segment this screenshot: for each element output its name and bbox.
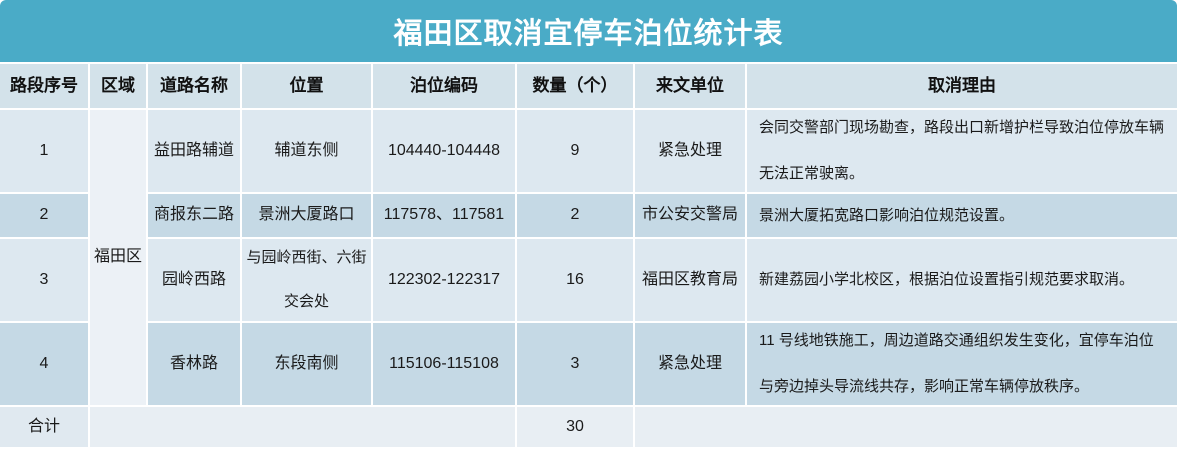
cell-seq: 1 [0,110,88,192]
cell-location: 辅道东侧 [242,110,371,192]
cell-reason: 景洲大厦拓宽路口影响泊位规范设置。 [747,194,1177,237]
cell-code: 104440-104448 [373,110,515,192]
total-label-cell: 合计 [0,407,88,447]
total-empty-cell [90,407,515,447]
cell-road: 香林路 [148,323,240,405]
column-header-seq: 路段序号 [0,64,88,108]
column-header-unit: 来文单位 [635,64,745,108]
cell-qty: 3 [517,323,633,405]
title-bar: 福田区取消宜停车泊位统计表 [0,0,1177,62]
cell-unit: 福田区教育局 [635,239,745,321]
page-title: 福田区取消宜停车泊位统计表 [393,18,784,50]
column-header-location: 位置 [242,64,371,108]
column-header-road: 道路名称 [148,64,240,108]
parking-cancellation-table: 路段序号 区域 道路名称 位置 泊位编码 数量（个） 来文单位 取消理由 福田区… [0,64,1177,447]
cell-road: 园岭西路 [148,239,240,321]
cell-road: 益田路辅道 [148,110,240,192]
cell-seq: 3 [0,239,88,321]
column-header-code: 泊位编码 [373,64,515,108]
cell-qty: 9 [517,110,633,192]
cell-road: 商报东二路 [148,194,240,237]
cell-reason: 会同交警部门现场勘查，路段出口新增护栏导致泊位停放车辆无法正常驶离。 [747,110,1177,192]
cell-seq: 2 [0,194,88,237]
cell-reason: 11 号线地铁施工，周边道路交通组织发生变化，宜停车泊位与旁边掉头导流线共存，影… [747,323,1177,405]
region-merged-cell: 福田区 [90,110,146,405]
cell-unit: 紧急处理 [635,323,745,405]
column-header-qty: 数量（个） [517,64,633,108]
cell-code: 122302-122317 [373,239,515,321]
cell-seq: 4 [0,323,88,405]
cell-location: 景洲大厦路口 [242,194,371,237]
sheet-bottom-edge [0,447,1177,455]
cell-location: 与园岭西街、六街交会处 [242,239,371,321]
column-header-region: 区域 [90,64,146,108]
column-header-reason: 取消理由 [747,64,1177,108]
cell-unit: 市公安交警局 [635,194,745,237]
cell-code: 115106-115108 [373,323,515,405]
cell-qty: 16 [517,239,633,321]
total-qty-cell: 30 [517,407,633,447]
total-empty-cell [635,407,1177,447]
cell-qty: 2 [517,194,633,237]
cell-reason: 新建荔园小学北校区，根据泊位设置指引规范要求取消。 [747,239,1177,321]
cell-location: 东段南侧 [242,323,371,405]
cell-code: 117578、117581 [373,194,515,237]
cell-unit: 紧急处理 [635,110,745,192]
